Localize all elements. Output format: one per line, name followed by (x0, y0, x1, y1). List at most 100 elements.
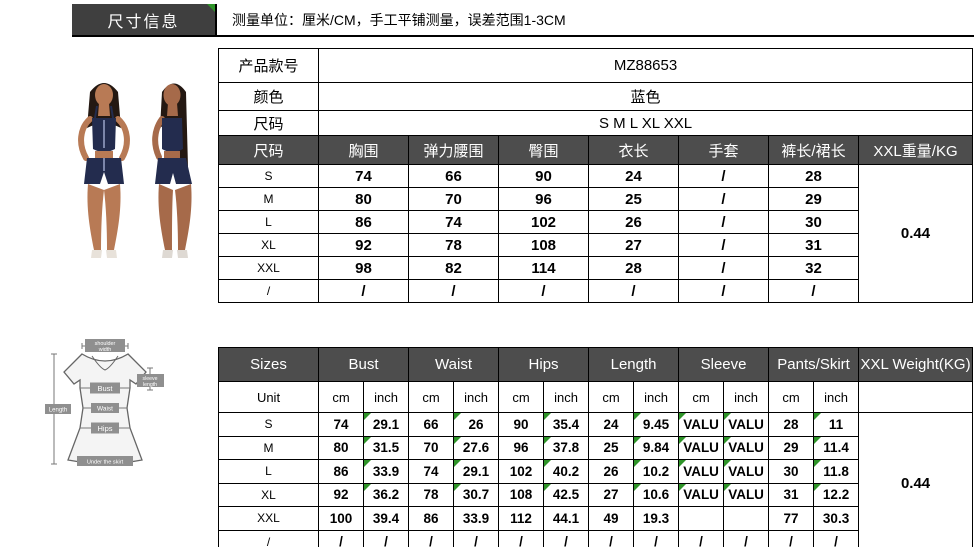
en-table-header-row: Sizes Bust Waist Hips Length Sleeve Pant… (218, 347, 974, 382)
value-cell: 66 (408, 164, 499, 188)
value-cell: 100 (318, 506, 364, 531)
value-cell: 29 (768, 187, 859, 211)
value-cell: 98 (318, 256, 409, 280)
table-row: M 80 70 96 25/29 (218, 187, 973, 211)
column-header: Waist (408, 347, 500, 382)
value-cell: / (723, 529, 770, 547)
value-cell: 70 (408, 435, 455, 460)
column-header: 裤长/裙长 (768, 135, 859, 165)
value-cell: 40.2 (543, 459, 590, 484)
column-header: Sizes (218, 347, 319, 382)
value-cell: VALU (678, 459, 725, 484)
value-cell: 82 (408, 256, 499, 280)
value-cell: 30.3 (813, 506, 860, 531)
cn-table-header-row: 尺码 胸围 弹力腰围 臀围 衣长 手套 裤长/裙长 XXL重量/KG (218, 135, 974, 165)
column-header: Sleeve (678, 347, 770, 382)
column-header: Hips (498, 347, 590, 382)
value-cell: VALU (723, 412, 770, 437)
sizes-row: 尺码 S M L XL XXL (218, 110, 974, 136)
value-cell: / (678, 256, 769, 280)
value-cell: / (768, 279, 859, 303)
value-cell: VALU (723, 435, 770, 460)
column-header: XXL重量/KG (857, 135, 974, 165)
value-cell: 28 (768, 412, 815, 437)
column-header: 尺码 (218, 135, 319, 165)
value-cell: / (768, 529, 815, 547)
product-code-row: 产品款号 MZ88653 (218, 48, 974, 83)
model-photo (78, 83, 192, 258)
column-header: Length (588, 347, 680, 382)
value-cell: 44.1 (543, 506, 590, 531)
unit-cell: inch (723, 381, 770, 413)
measurement-sketch: shoulder width sleeve length Length Bust… (45, 339, 164, 466)
value-cell: 74 (318, 164, 409, 188)
product-code-value: MZ88653 (317, 48, 974, 83)
value-cell: 24 (588, 164, 679, 188)
table-row: L 86 74 102 26/30 (218, 210, 973, 234)
sketch-label-length: Length (45, 404, 71, 414)
value-cell: 25 (588, 435, 635, 460)
value-cell: 36.2 (362, 482, 410, 507)
column-header: 衣长 (588, 135, 679, 165)
model-photo-side (152, 83, 192, 258)
table-row: XXL 100 39.4 86 33.9 112 44.1 49 19.3 77 30.3 (218, 506, 973, 531)
value-cell: / (588, 529, 635, 547)
table-row: M 80 31.5 70 27.6 96 37.8 25 9.84 VALU VALU 29 11.4 (218, 435, 973, 460)
unit-cell: inch (813, 381, 860, 413)
table-row: S 74 29.1 66 26 90 35.4 24 9.45 VALU VALU 28 11 0.44 (218, 412, 974, 547)
svg-text:sleeve: sleeve (143, 376, 158, 382)
value-cell: 33.9 (453, 506, 500, 531)
table-row: XXL 98 82 114 28/32 (218, 256, 973, 280)
value-cell: / (318, 279, 409, 303)
value-cell: VALU (678, 435, 725, 460)
value-cell: VALU (678, 412, 725, 437)
table-row: L 86 33.9 74 29.1 102 40.2 26 10.2 VALU VALU 30 11.8 (218, 459, 973, 484)
size-cell: M (218, 435, 319, 460)
value-cell: 11.8 (813, 459, 860, 484)
value-cell: 29.1 (453, 459, 500, 484)
size-cell: S (218, 164, 319, 188)
value-cell: 30.7 (453, 482, 500, 507)
value-cell: 42.5 (543, 482, 590, 507)
color-value: 蓝色 (317, 82, 974, 111)
svg-text:width: width (98, 347, 112, 353)
svg-text:Under the skirt: Under the skirt (87, 460, 124, 466)
column-header: 臀围 (498, 135, 589, 165)
value-cell: 80 (318, 435, 364, 460)
value-cell: 96 (498, 187, 589, 211)
value-cell: 10.6 (633, 482, 680, 507)
sketch-label-sleeve-length: sleeve length (137, 374, 164, 388)
product-code-label: 产品款号 (218, 48, 319, 83)
svg-text:Bust: Bust (97, 384, 113, 393)
unit-cell: cm (588, 381, 635, 413)
value-cell: 27.6 (453, 435, 500, 460)
value-cell (723, 506, 770, 531)
value-cell: 9.45 (633, 412, 680, 437)
unit-cell: inch (453, 381, 500, 413)
value-cell: 114 (498, 256, 589, 280)
value-cell: 66 (408, 412, 455, 437)
svg-text:Length: Length (49, 408, 67, 414)
svg-text:length: length (143, 382, 157, 388)
value-cell: 86 (408, 506, 455, 531)
value-cell: / (678, 187, 769, 211)
size-cell: XXL (218, 506, 319, 531)
value-cell: 9.84 (633, 435, 680, 460)
value-cell: 28 (588, 256, 679, 280)
size-cell: L (218, 210, 319, 234)
sizes-label: 尺码 (218, 110, 319, 136)
value-cell: 74 (318, 412, 364, 437)
value-cell: 86 (318, 459, 364, 484)
xxl-weight-cell: 0.44 (857, 164, 974, 303)
value-cell: 78 (408, 482, 455, 507)
column-header: 胸围 (318, 135, 409, 165)
value-cell: 31.5 (362, 435, 410, 460)
svg-text:Hips: Hips (97, 424, 112, 433)
value-cell: 70 (408, 187, 499, 211)
table-row: / / / / / / / / / / / / / (218, 529, 973, 547)
value-cell: 27 (588, 482, 635, 507)
value-cell: VALU (678, 482, 725, 507)
unit-blank-cell (858, 381, 974, 413)
value-cell: / (498, 529, 545, 547)
cn-size-table: 产品款号 MZ88653 颜色 蓝色 尺码 S M L XL XXL 尺码 胸围… (218, 48, 974, 303)
